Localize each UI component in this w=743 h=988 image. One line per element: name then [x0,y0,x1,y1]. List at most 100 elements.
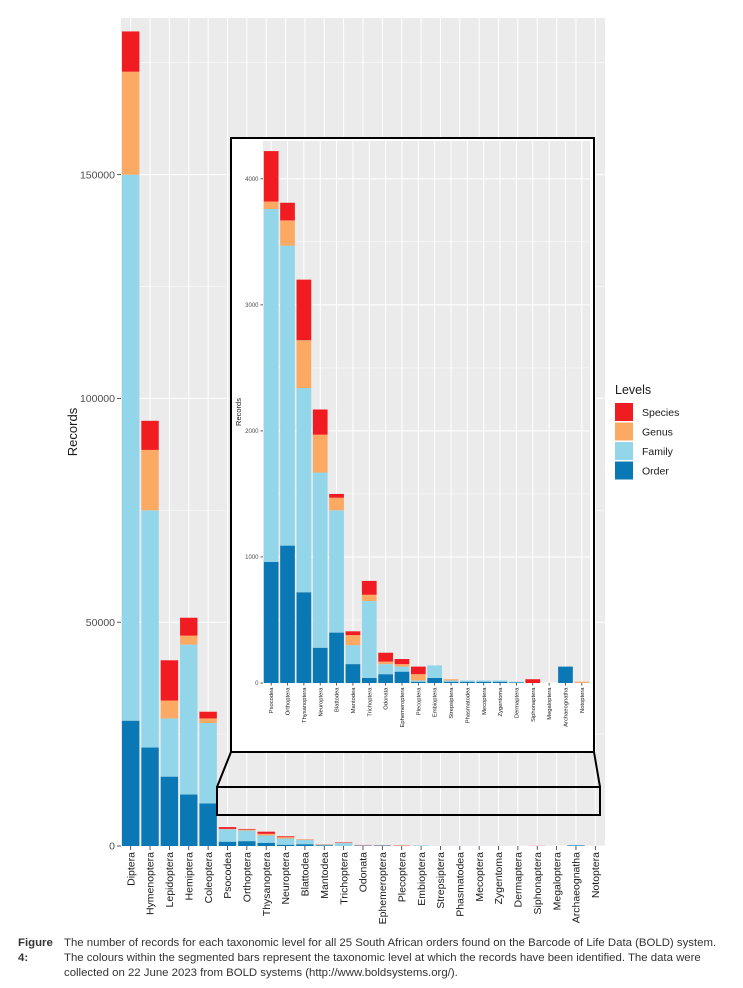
inset-bar-thysanoptera-order [296,592,312,683]
inset-bar-zygentoma-family [492,680,508,682]
main-bar-mantodea-family [315,844,333,846]
legend-label-family: Family [642,446,674,458]
main-y-axis-title: Records [65,407,80,456]
main-x-tick-label: Thysanoptera [261,852,273,916]
inset-bar-plecoptera-order [410,681,426,683]
inset-x-tick-label: Notoptera [580,687,586,713]
inset-x-tick-label: Zygentoma [498,687,504,717]
main-bar-hemiptera-genus [180,635,198,645]
inset-x-tick-label: Thysanoptera [302,687,308,723]
main-bar-orthoptera-order [238,841,256,846]
main-bar-lepidoptera-genus [160,700,179,719]
main-bar-neuroptera-genus [276,837,295,839]
inset-bar-strepsiptera-order [443,681,459,683]
main-bar-coleoptera-order [199,803,217,846]
main-bar-hemiptera-order [180,794,198,846]
main-bar-neuroptera-species [276,836,295,838]
inset-bar-zygentoma-order [492,681,508,683]
main-bar-neuroptera-family [276,838,295,845]
inset-bar-plecoptera-species [410,666,426,675]
inset-bar-mantodea-order [345,664,361,683]
main-bar-orthoptera-species [238,828,256,830]
inset-bar-psocodea-species [263,151,279,202]
inset-bar-neuroptera-genus [312,434,328,473]
main-bar-orthoptera-family [238,830,256,842]
main-x-tick-label: Psocodea [222,852,234,899]
inset-bar-strepsiptera-family [443,680,459,682]
main-x-tick-label: Ephemeroptera [377,852,389,925]
main-bar-diptera-genus [121,71,140,175]
inset-x-tick-label: Orthoptera [286,687,292,715]
inset-bar-archaeognatha-order [558,666,573,683]
main-x-tick-label: Odonata [358,852,370,892]
main-bar-psocodea-family [218,829,237,842]
inset-bar-mecoptera-family [476,680,492,682]
main-x-tick-label: Blattodea [300,852,312,897]
legend-label-order: Order [642,466,669,478]
main-bar-diptera-family [121,174,140,721]
inset-bar-thysanoptera-family [296,388,312,593]
main-bar-diptera-species [121,31,140,72]
inset-y-tick-label: 2000 [245,429,259,435]
main-bar-orthoptera-genus [238,829,256,831]
inset-x-tick-label: Archaeognatha [564,687,570,727]
inset-bar-dermaptera-family [509,681,524,683]
main-x-tick-label: Hymenoptera [145,852,157,915]
main-bar-lepidoptera-family [160,718,179,777]
main-bar-hemiptera-species [180,617,198,636]
inset-bar-psocodea-genus [263,201,279,210]
inset-panel [263,141,590,683]
inset-bar-neuroptera-species [312,409,328,435]
legend: Levels Species Genus Family Order [615,383,679,480]
inset-x-tick-label: Megaloptera [547,687,553,720]
inset-bar-thysanoptera-genus [296,340,312,389]
main-x-tick-label: Mantodea [319,852,331,899]
inset-bar-ephemeroptera-genus [394,664,410,667]
inset-x-tick-label: Neuroptera [318,687,324,717]
main-y-tick-label: 100000 [80,393,115,405]
legend-swatch-order [615,461,633,480]
inset-bar-neuroptera-family [312,472,328,648]
main-y-tick-label: 150000 [80,169,115,181]
inset-bar-odonata-species [378,652,393,662]
inset-bar-ephemeroptera-family [394,666,410,672]
inset-bar-orthoptera-genus [280,220,295,246]
legend-label-genus: Genus [642,427,673,439]
inset-x-tick-label: Mantodea [351,687,357,714]
zoom-region-frame [216,786,601,816]
inset-y-tick-label: 3000 [245,303,259,309]
inset-bar-orthoptera-family [280,245,295,546]
main-y-tick-label: 50000 [86,617,115,629]
inset-bar-odonata-genus [378,661,393,665]
main-x-tick-label: Dermaptera [513,852,525,908]
inset-x-tick-label: Plecoptera [416,687,422,715]
legend-label-species: Species [642,407,679,419]
inset-bar-plecoptera-family [410,680,426,682]
inset-bar-blattodea-genus [329,497,344,511]
main-x-tick-label: Archaeognatha [571,852,583,923]
inset-bar-trichoptera-genus [361,594,377,602]
main-bar-lepidoptera-species [160,660,179,701]
inset-bar-blattodea-order [329,632,344,683]
inset-x-tick-label: Phasmatodea [465,687,471,724]
inset-bar-mantodea-genus [345,635,361,646]
main-bar-thysanoptera-order [257,842,275,846]
main-x-tick-label: Orthoptera [242,852,254,902]
inset-x-tick-label: Embioptera [433,687,439,717]
inset-bar-psocodea-order [263,561,279,683]
main-bar-hymenoptera-order [141,747,159,846]
main-bar-trichoptera-family [334,843,353,846]
inset-bar-orthoptera-species [280,202,295,221]
main-bar-hemiptera-family [180,644,198,795]
main-bar-thysanoptera-family [257,835,275,843]
main-x-tick-label: Trichoptera [338,852,350,905]
inset-x-tick-label: Ephemeroptera [400,687,406,728]
figure-caption: Figure 4: The number of records for each… [18,936,736,981]
main-x-tick-label: Zygentoma [493,852,505,905]
main-bar-lepidoptera-order [160,776,179,846]
inset-bar-strepsiptera-genus [443,679,459,681]
inset-bar-notoptera-genus [574,681,590,683]
main-x-tick-label: Plecoptera [396,852,408,902]
legend-swatch-species [615,403,633,421]
main-x-tick-label: Neuroptera [280,852,292,905]
